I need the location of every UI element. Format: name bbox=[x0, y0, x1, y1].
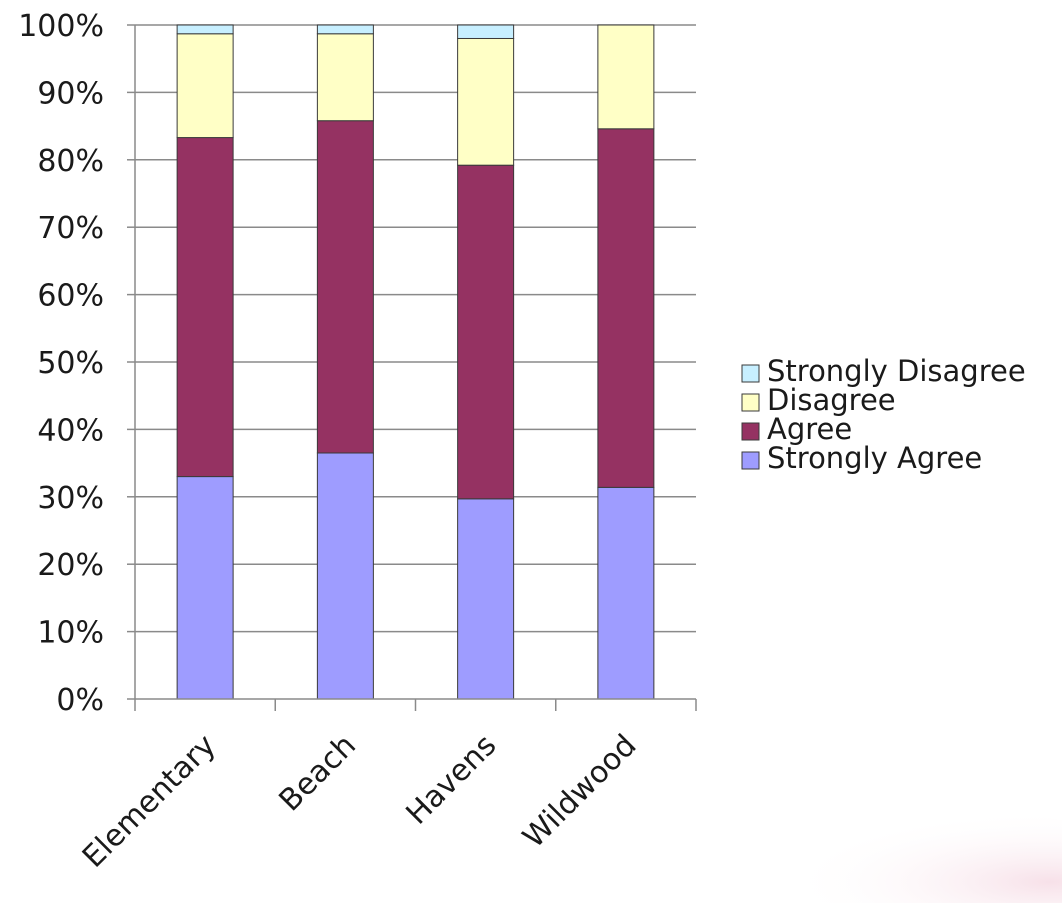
y-tick-label: 70% bbox=[37, 211, 104, 246]
bar-segment bbox=[316, 452, 374, 700]
y-tick-label: 10% bbox=[37, 616, 104, 651]
legend-swatch bbox=[741, 451, 760, 470]
bar-segment bbox=[176, 137, 234, 478]
bar-segment bbox=[597, 24, 655, 130]
y-tick-label: 90% bbox=[37, 76, 104, 111]
bar-segment bbox=[457, 498, 515, 700]
bar-segment bbox=[597, 128, 655, 488]
bars bbox=[176, 24, 655, 700]
x-category-label: Beach bbox=[273, 728, 363, 818]
legend-swatch bbox=[741, 422, 760, 441]
legend-label: Strongly Agree bbox=[767, 441, 982, 475]
bar-segment bbox=[316, 33, 374, 122]
y-tick-label: 100% bbox=[18, 9, 104, 44]
y-tick-label: 60% bbox=[37, 279, 104, 314]
bar-segment bbox=[457, 24, 515, 39]
bar-segment bbox=[457, 37, 515, 166]
bar-segment bbox=[176, 24, 234, 35]
x-category-label: Wildwood bbox=[516, 728, 643, 855]
bar-segment bbox=[316, 24, 374, 35]
background-glow bbox=[720, 810, 1062, 903]
bar-segment bbox=[597, 486, 655, 700]
y-tick-label: 80% bbox=[37, 144, 104, 179]
x-category-label: Elementary bbox=[76, 728, 223, 875]
legend-label: Strongly Disagree bbox=[767, 354, 1026, 388]
y-tick-label: 50% bbox=[37, 346, 104, 381]
bar-segment bbox=[176, 476, 234, 700]
x-category-label: Havens bbox=[399, 728, 503, 832]
bar-segment bbox=[316, 120, 374, 454]
legend-swatch bbox=[741, 393, 760, 412]
legend-swatch bbox=[741, 364, 760, 383]
legend-label: Agree bbox=[767, 412, 852, 446]
bar-segment bbox=[457, 164, 515, 500]
bar-segment bbox=[176, 33, 234, 139]
y-tick-label: 0% bbox=[56, 683, 104, 718]
y-tick-label: 40% bbox=[37, 413, 104, 448]
y-tick-label: 20% bbox=[37, 548, 104, 583]
legend-label: Disagree bbox=[767, 383, 896, 417]
y-tick-label: 30% bbox=[37, 481, 104, 516]
